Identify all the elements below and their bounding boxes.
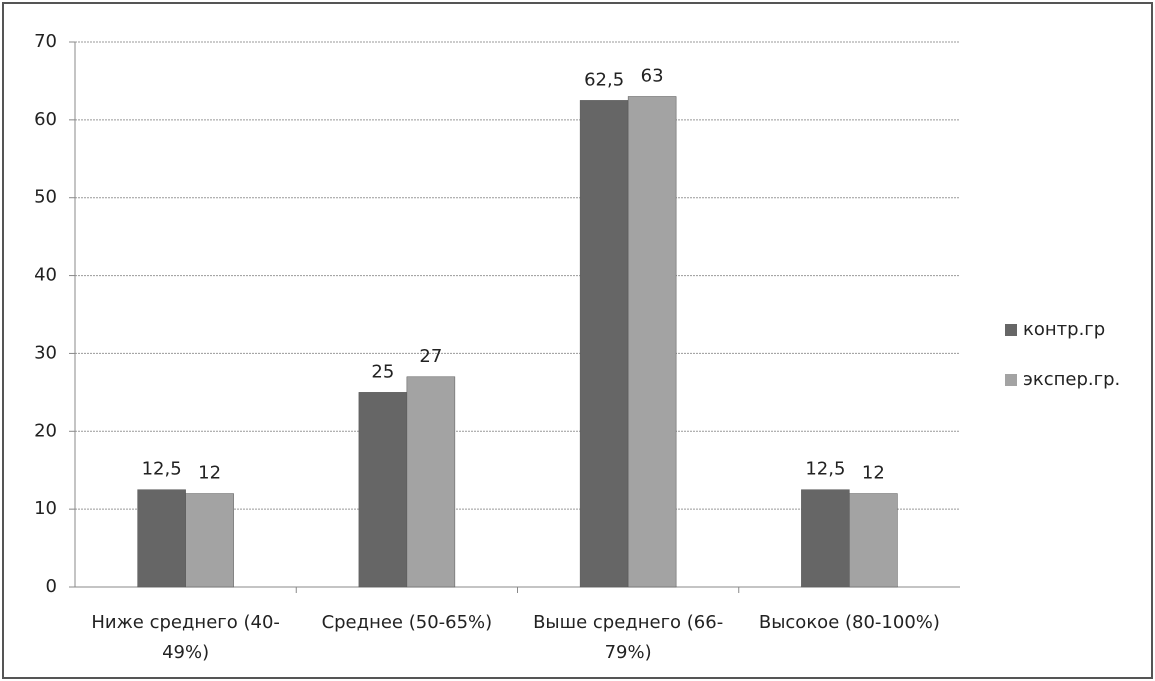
data-label: 27 (419, 346, 442, 367)
legend-label: контр.гр (1023, 319, 1105, 340)
data-label: 12,5 (805, 459, 845, 480)
y-tick-label: 30 (34, 342, 57, 363)
y-tick-label: 0 (46, 576, 57, 597)
y-tick-label: 10 (34, 498, 57, 519)
legend-swatch (1005, 374, 1017, 386)
y-tick-label: 60 (34, 109, 57, 130)
bar (185, 493, 234, 588)
y-tick-label: 70 (34, 31, 57, 52)
data-label: 12 (198, 463, 221, 484)
bar (137, 489, 186, 588)
data-label: 12 (862, 463, 885, 484)
x-tick-label: Выше среднего (66-79%) (533, 612, 724, 663)
data-label: 12,5 (142, 459, 182, 480)
bar (627, 96, 677, 588)
x-tick-label: Среднее (50-65%) (321, 612, 493, 633)
legend-swatch (1005, 324, 1017, 336)
y-tick-label: 20 (34, 420, 57, 441)
x-tick-label: Высокое (80-100%) (758, 612, 940, 633)
y-tick-label: 40 (34, 265, 57, 286)
bar (358, 392, 408, 588)
y-tick-label: 50 (34, 187, 57, 208)
bar (579, 100, 629, 588)
data-label: 62,5 (584, 69, 624, 90)
bar (406, 376, 456, 588)
bar (801, 489, 850, 588)
data-label: 63 (641, 66, 664, 87)
bar (849, 493, 898, 588)
legend-label: экспер.гр. (1023, 369, 1120, 390)
data-label: 25 (371, 361, 394, 382)
x-tick-label: Ниже среднего (40-49%) (91, 612, 280, 663)
